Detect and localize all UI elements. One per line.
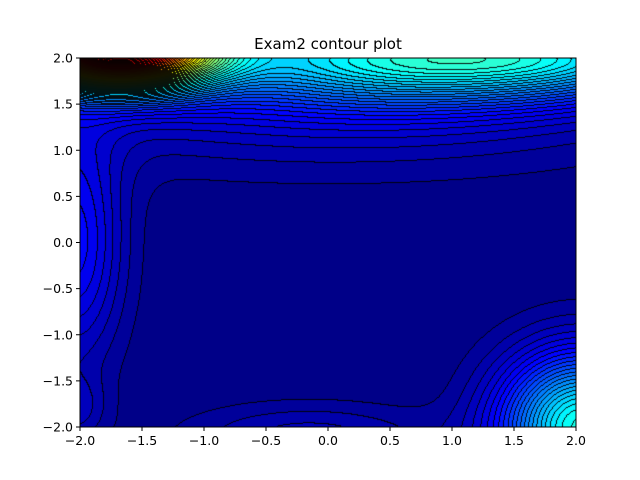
- plot-area: [80, 58, 576, 427]
- x-axis: −2.0 −1.5 −1.0 −0.5 0.0 0.5 1.0 1.5 2.0: [65, 427, 586, 448]
- y-axis: −2.0 −1.5 −1.0 −0.5 0.0 0.5 1.0 1.5 2.0: [43, 51, 80, 435]
- x-tick-label: 1.0: [442, 433, 462, 448]
- x-tick-label: 0.0: [318, 433, 338, 448]
- x-tick-label: −1.5: [127, 433, 157, 448]
- x-tick-label: −1.0: [189, 433, 219, 448]
- contour-fill: [80, 58, 576, 427]
- y-tick-label: 1.0: [53, 143, 73, 158]
- y-tick-label: 1.5: [53, 97, 73, 112]
- x-tick-label: −0.5: [251, 433, 281, 448]
- chart-title: Exam2 contour plot: [254, 35, 402, 53]
- y-tick-label: −0.5: [43, 281, 73, 296]
- x-tick-label: −2.0: [65, 433, 95, 448]
- y-tick-label: −1.5: [43, 373, 73, 388]
- y-tick-label: 0.0: [53, 235, 73, 250]
- x-tick-label: 2.0: [566, 433, 586, 448]
- x-tick-label: 1.5: [504, 433, 524, 448]
- y-tick-label: 0.5: [53, 189, 73, 204]
- y-tick-label: −2.0: [43, 420, 73, 435]
- y-tick-label: −1.0: [43, 327, 73, 342]
- y-tick-label: 2.0: [53, 51, 73, 66]
- x-tick-label: 0.5: [380, 433, 400, 448]
